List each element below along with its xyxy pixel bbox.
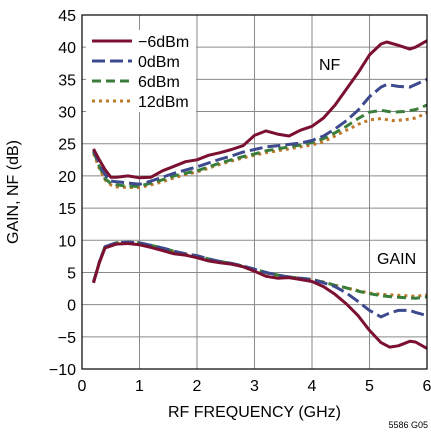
x-tick-label: 6: [423, 378, 431, 395]
legend-background: [86, 30, 196, 112]
y-tick-label: 15: [58, 201, 76, 218]
grid: [81, 14, 428, 370]
nf-label-background: [314, 53, 344, 75]
y-tick-label: 0: [67, 298, 76, 315]
series-nf-line: [92, 78, 428, 186]
y-tick-label: 20: [58, 169, 76, 186]
series-gain-line: [92, 242, 428, 350]
gain-label-background: [372, 247, 422, 269]
series-nf-line: [92, 103, 428, 188]
x-tick-label: 4: [308, 378, 317, 395]
series-layer: [92, 39, 428, 350]
gain-label: GAIN: [377, 251, 416, 268]
y-axis-title: GAIN, NF (dB): [5, 140, 22, 244]
series-nf-line: [92, 39, 428, 180]
y-tick-label: 5: [67, 265, 76, 282]
figure-code: 5586 G05: [388, 420, 428, 430]
legend-label: 6dBm: [138, 74, 180, 91]
x-tick-label: 5: [365, 378, 374, 395]
y-tick-label: 10: [58, 233, 76, 250]
y-tick-label: 35: [58, 72, 76, 89]
x-tick-label: 3: [250, 378, 259, 395]
legend-label: 0dBm: [138, 54, 180, 71]
x-tick-label: 2: [193, 378, 202, 395]
x-tick-label: 1: [135, 378, 144, 395]
legend-label: 12dBm: [138, 94, 189, 111]
y-tick-label: 25: [58, 137, 76, 154]
y-tick-label: 45: [58, 8, 76, 25]
series-gain-line: [92, 240, 428, 319]
legend: −6dBm 0dBm 6dBm 12dBm: [92, 34, 189, 111]
nf-label: NF: [319, 57, 341, 74]
x-tick-label: 0: [78, 378, 87, 395]
y-tick-label: 30: [58, 105, 76, 122]
plot-frame: [81, 14, 428, 370]
y-tick-label: −5: [58, 330, 76, 347]
y-tick-label: 40: [58, 40, 76, 57]
y-tick-label: −10: [49, 362, 76, 379]
x-axis-title: RF FREQUENCY (GHz): [168, 404, 341, 421]
legend-label: −6dBm: [138, 34, 189, 51]
